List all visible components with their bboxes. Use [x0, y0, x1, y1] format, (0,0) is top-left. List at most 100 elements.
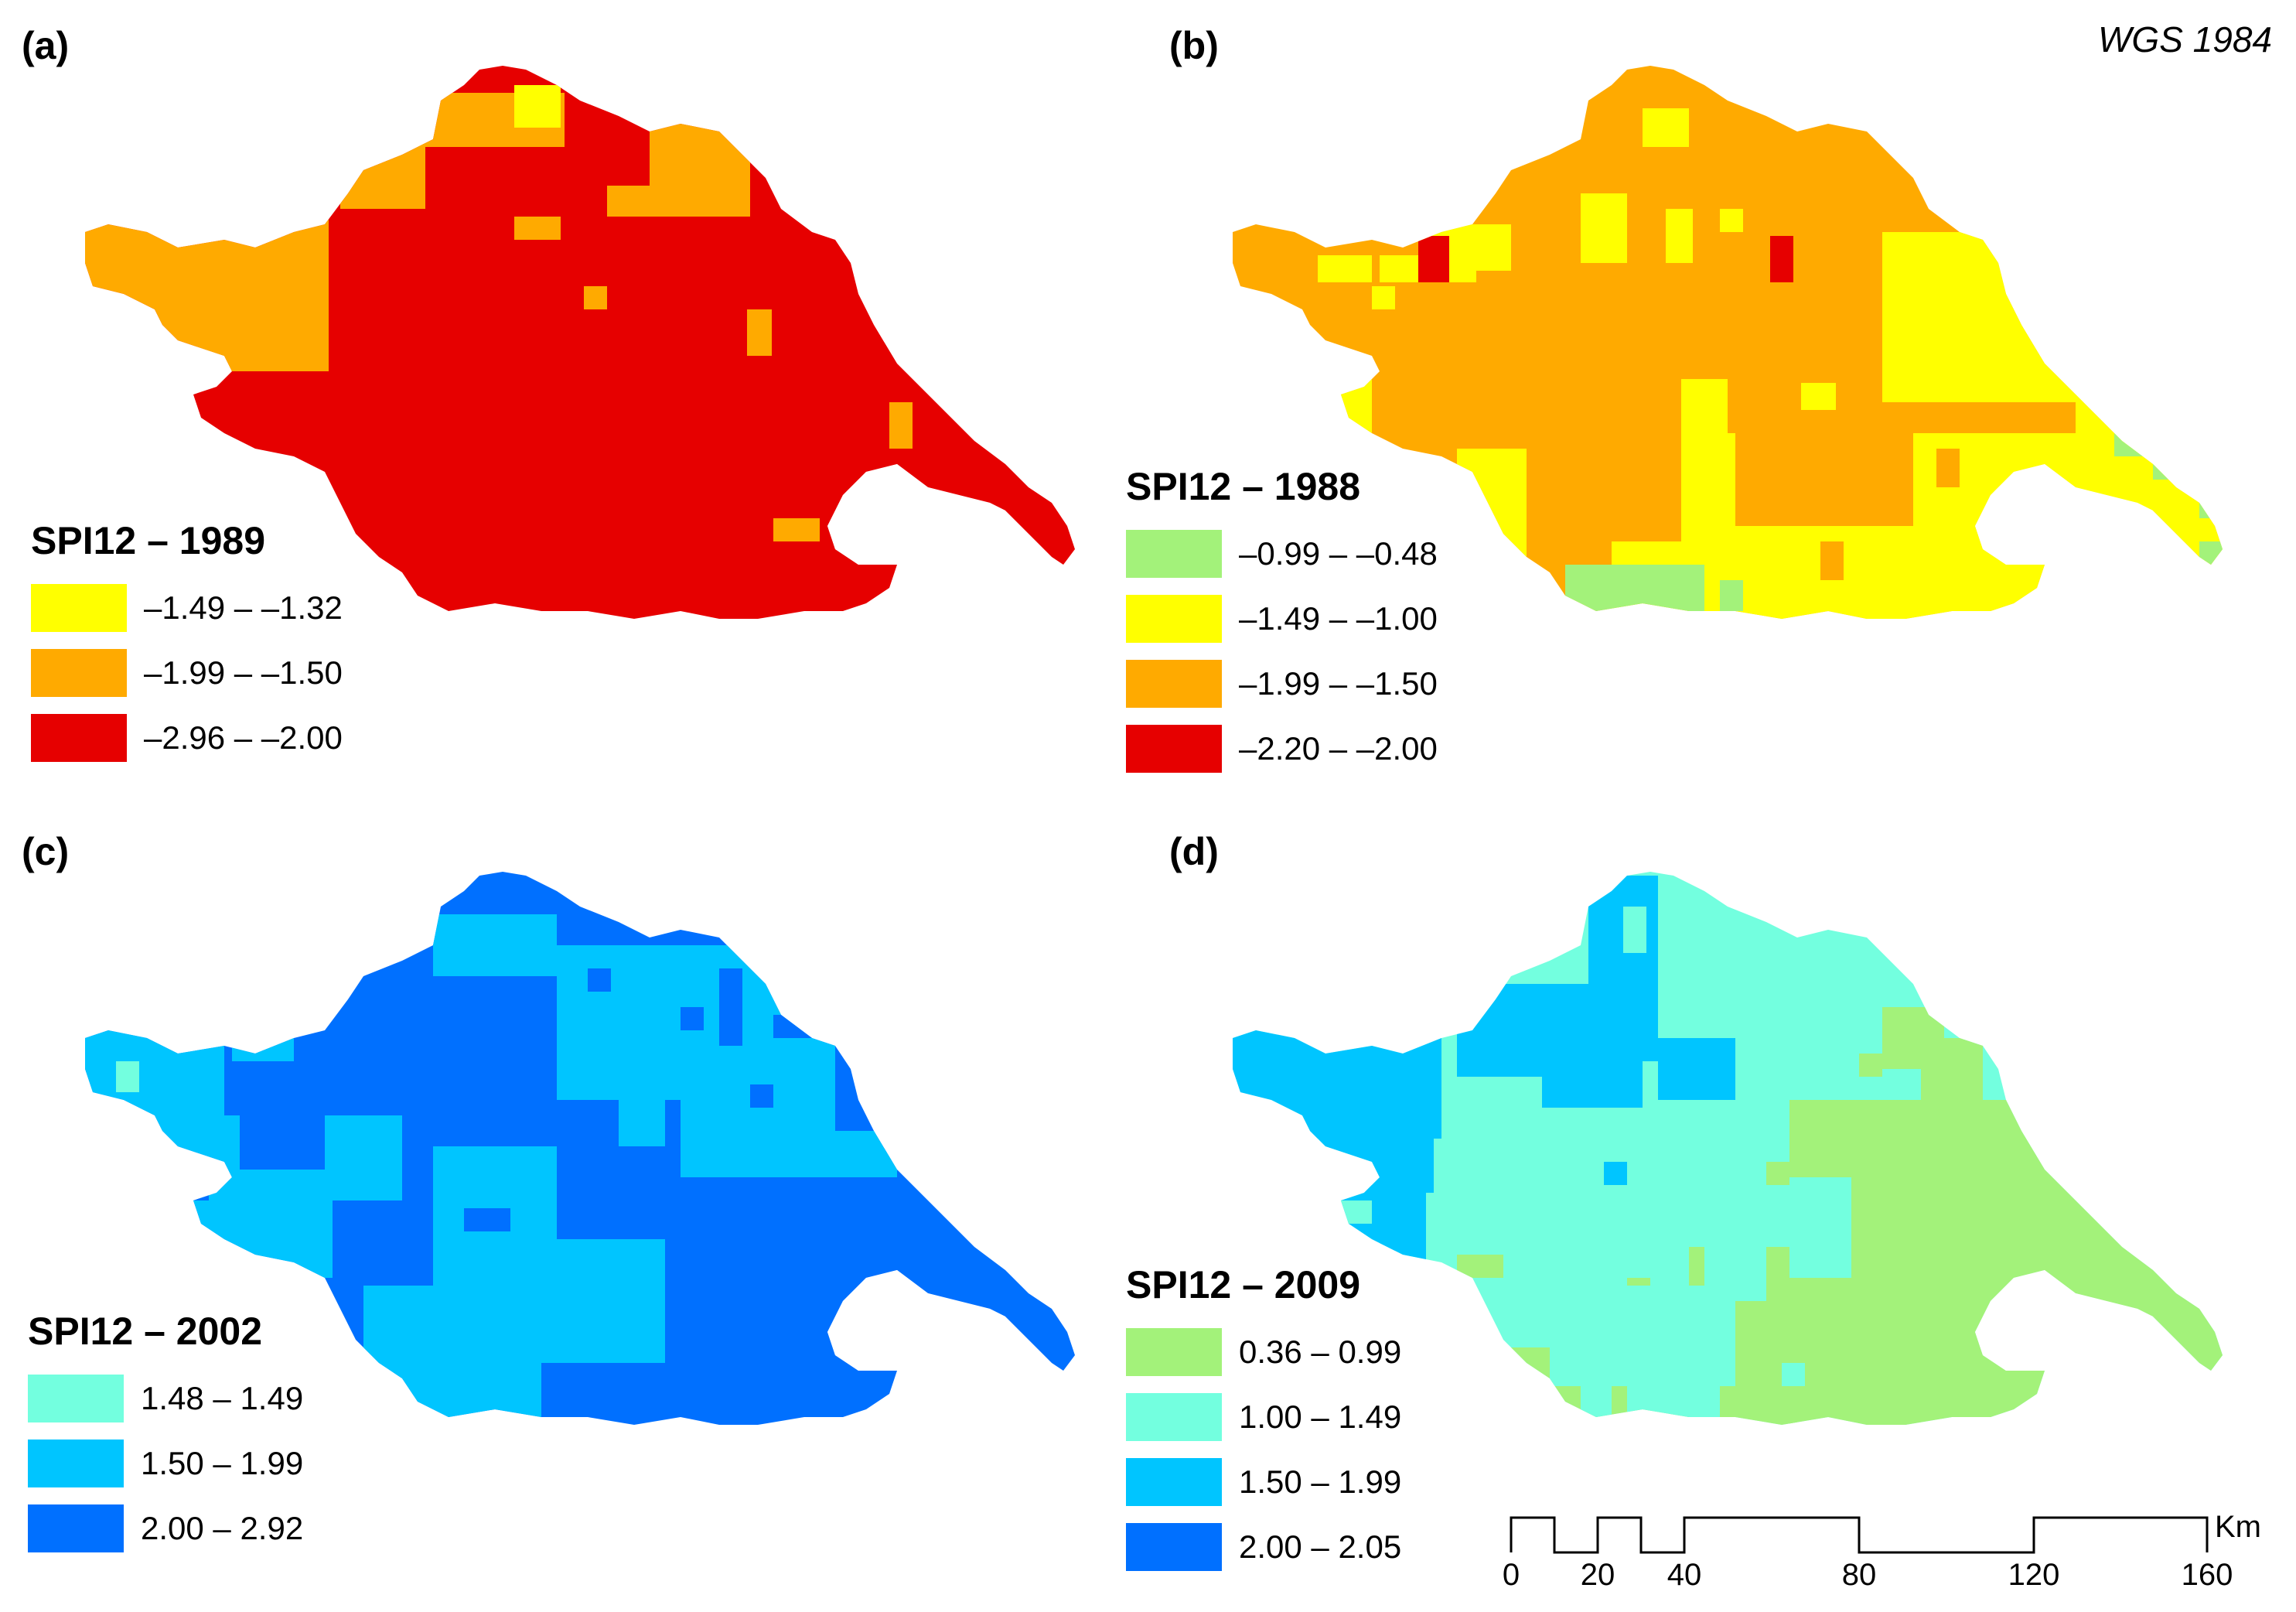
class-zone [186, 1177, 209, 1200]
class-zone [1766, 1162, 1789, 1185]
class-zone [1233, 1007, 1441, 1139]
lake [827, 1270, 1005, 1371]
legend-items: 0.36 – 0.99 1.00 – 1.49 1.50 – 1.99 2.00 – … [1126, 1320, 1401, 1580]
class-zone [309, 1394, 356, 1425]
class-zone [232, 1015, 294, 1061]
class-zone [1581, 1378, 1612, 1425]
legend: SPI12 – 1988 –0.99 – –0.48 –1.49 – –1.00–… [1126, 464, 1438, 781]
legend-swatch [1126, 595, 1222, 643]
legend-label: –2.96 – –2.00 [144, 719, 343, 756]
class-zone [1457, 1255, 1503, 1278]
lake [1975, 464, 2153, 565]
legend-items: –0.99 – –0.48 –1.49 – –1.00 –1.99 – –1.50 –… [1126, 521, 1438, 781]
class-zone [1681, 379, 1728, 449]
class-zone [1550, 1286, 1735, 1386]
class-zone [2277, 294, 2295, 325]
legend-swatch [1126, 725, 1222, 773]
class-zone [1882, 232, 2223, 402]
panel-label: (b) [1169, 24, 1219, 67]
legend-item: 1.48 – 1.49 [28, 1366, 303, 1431]
class-zone [1596, 1038, 1643, 1108]
class-zone [1449, 255, 1476, 282]
class-zone [1643, 108, 1689, 147]
class-zone [1735, 418, 1836, 526]
class-zone [619, 1100, 665, 1146]
class-zone [441, 1015, 487, 1038]
legend-label: 2.00 – 2.92 [141, 1510, 304, 1546]
legend-label: –1.99 – –1.50 [1239, 665, 1438, 702]
class-zone [541, 1239, 665, 1363]
legend: SPI12 – 2002 1.48 – 1.49 1.50 – 1.99 2.00 … [28, 1309, 303, 1561]
class-zone [1859, 1054, 1882, 1077]
class-zone [1596, 1440, 1627, 1471]
class-zone [1372, 286, 1395, 309]
class-zone [325, 1115, 402, 1200]
class-zone [155, 1115, 240, 1255]
class-zone [1936, 449, 1960, 487]
class-zone [2192, 379, 2223, 410]
scale-tick: 0 [1502, 1558, 1520, 1592]
class-zone [1457, 449, 1527, 572]
class-zone [363, 1286, 541, 1425]
class-zone [85, 1023, 224, 1115]
class-zone [1233, 1170, 1302, 1216]
class-zone [1588, 876, 1658, 1061]
legend-swatch [28, 1504, 124, 1552]
class-zone [750, 1084, 773, 1108]
class-zone [2261, 511, 2295, 557]
legend-label: –2.20 – –2.00 [1239, 730, 1438, 767]
legend-swatch [1126, 1523, 1222, 1571]
class-zone [433, 914, 557, 976]
legend-swatch [1126, 1458, 1222, 1506]
legend-item: 1.00 – 1.49 [1126, 1385, 1401, 1450]
legend-label: –1.49 – –1.32 [144, 589, 343, 626]
class-zone [773, 1015, 820, 1038]
class-zone [1836, 433, 1913, 526]
legend-swatch [1126, 1328, 1222, 1376]
class-zone [1627, 1378, 1720, 1425]
class-zone [340, 139, 425, 209]
scale-tick: 160 [2181, 1558, 2233, 1592]
map-panel-c: (c) [0, 806, 1148, 1612]
legend-item: 0.36 – 0.99 [1126, 1320, 1401, 1385]
legend: SPI12 – 1989 –1.49 – –1.32 –1.99 – –1.50 –… [31, 518, 343, 770]
legend-item: –1.99 – –1.50 [31, 640, 343, 705]
class-zone [1550, 387, 1681, 541]
scale-tick: 120 [2008, 1558, 2060, 1592]
legend-item: –1.99 – –1.50 [1126, 651, 1438, 716]
legend-item: –1.49 – –1.00 [1126, 586, 1438, 651]
panel-label: (d) [1169, 830, 1219, 873]
legend-title: SPI12 – 2002 [28, 1310, 263, 1353]
scale-bar-graphic [1510, 1516, 2209, 1554]
class-zone [325, 1378, 348, 1402]
lake [827, 464, 1005, 565]
class-zone [607, 186, 669, 217]
spi-map-1988 [1233, 66, 2295, 619]
legend-swatch [31, 649, 127, 697]
legend-item: –2.20 – –2.00 [1126, 716, 1438, 781]
legend-swatch [28, 1375, 124, 1422]
class-zone [1658, 1038, 1735, 1100]
spi-map-2002 [85, 872, 1075, 1425]
legend-title: SPI12 – 1989 [31, 519, 266, 562]
class-zone [1801, 383, 1836, 410]
legend-swatch [1126, 660, 1222, 708]
legend-label: 1.50 – 1.99 [141, 1445, 304, 1481]
class-zone [197, 325, 259, 371]
class-zone [1998, 131, 2223, 240]
class-zone [2153, 278, 2223, 480]
legend-item: –2.96 – –2.00 [31, 705, 343, 770]
spi-map-2009 [1233, 872, 2223, 1471]
scale-bar: 0 20 40 80 120 160 Km [1502, 1510, 2261, 1603]
legend-item: –0.99 – –0.48 [1126, 521, 1438, 586]
map-panel-d: (d) [1126, 806, 2295, 1612]
class-zone [495, 1007, 518, 1030]
class-zone [116, 1061, 139, 1092]
map-panel-b: (b) WGS 1984 [1126, 0, 2295, 806]
legend-item: –1.49 – –1.32 [31, 575, 343, 640]
class-zone [1666, 209, 1693, 263]
class-zone [1623, 907, 1646, 953]
legend-item: 1.50 – 1.99 [1126, 1450, 1401, 1515]
scale-tick: 40 [1667, 1558, 1702, 1592]
legend-label: 2.00 – 2.05 [1239, 1528, 1402, 1565]
